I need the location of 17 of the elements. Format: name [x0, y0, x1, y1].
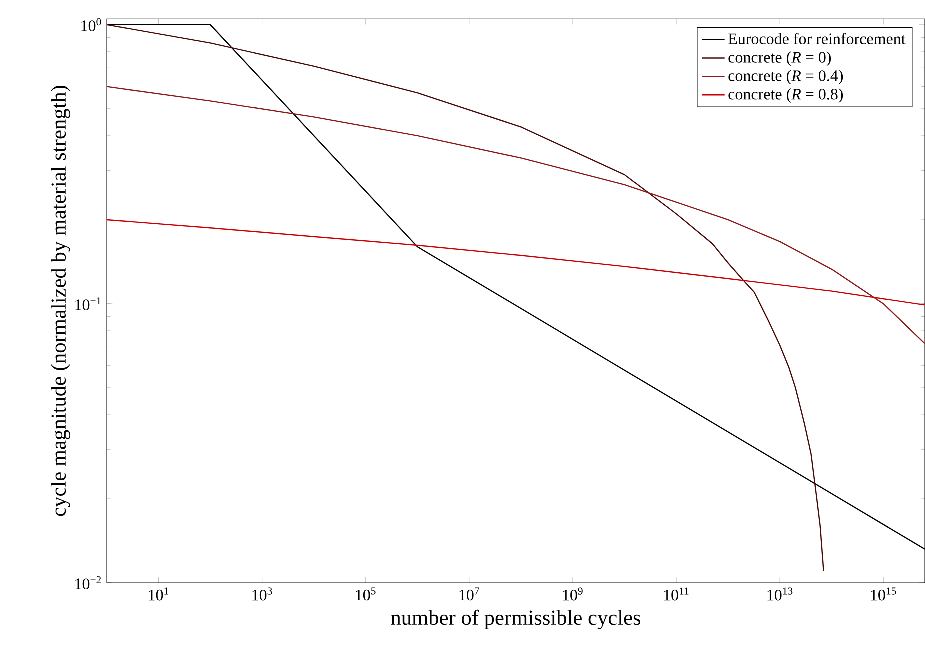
y-tick-label: 10$^{−2}$: [76, 576, 102, 590]
y-tick-label: 10$^{−1}$: [76, 297, 101, 310]
x-axis-title: number of permissible cycles: [391, 610, 641, 630]
legend-label: concrete (R = 0.8): [728, 88, 844, 104]
x-tick-label: 10$^{3}$: [252, 588, 272, 601]
y-axis-title: cycle magnitude (normalized by material strength): [51, 86, 70, 516]
x-tick-label: 10$^{5}$: [356, 588, 376, 601]
x-tick-label: 10$^{9}$: [563, 588, 583, 601]
legend-label: concrete (R = 0): [728, 52, 832, 66]
x-tick-label: 10$^{11}$: [664, 588, 689, 601]
x-tick-label: 10$^{15}$: [871, 588, 896, 601]
x-tick-label: 10$^{13}$: [768, 588, 793, 601]
legend-label: concrete (R = 0.4): [728, 70, 844, 85]
x-tick-label: 10$^{7}$: [460, 588, 480, 601]
y-tick-label: 10$^{0}$: [82, 18, 102, 32]
x-tick-label: 10$^{1}$: [149, 588, 168, 601]
legend-label: Eurocode for reinforcement: [728, 33, 906, 44]
